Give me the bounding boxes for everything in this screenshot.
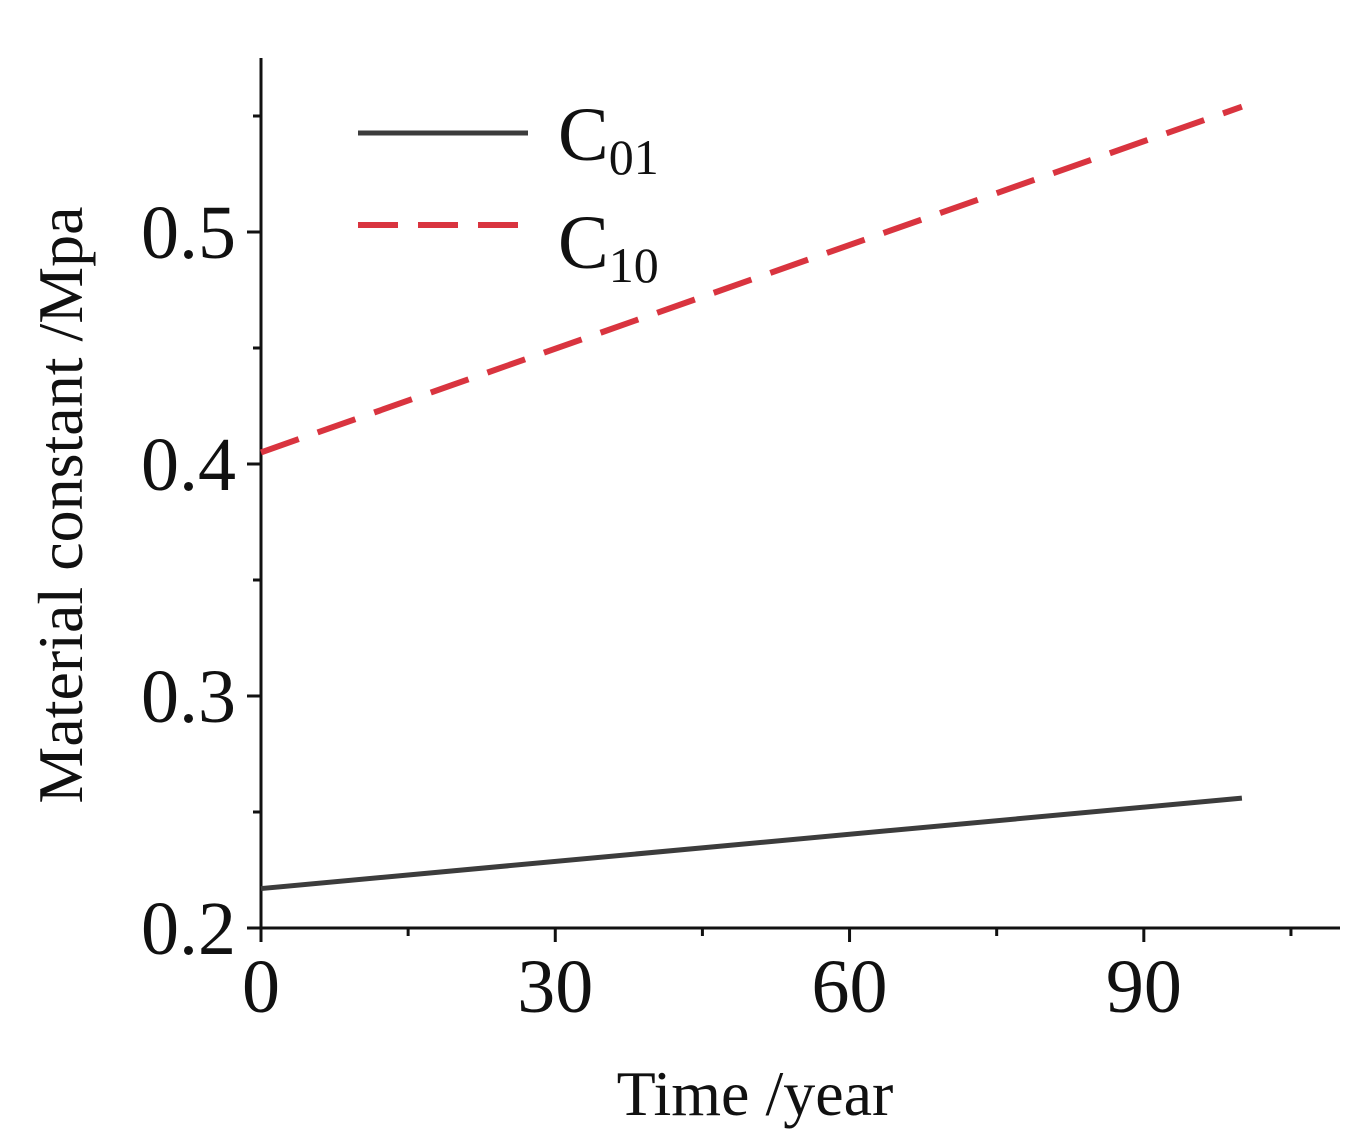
legend-label-base: C <box>558 93 609 177</box>
y-tick-label: 0.5 <box>141 191 236 275</box>
y-tick-label: 0.2 <box>141 887 236 971</box>
series-group <box>260 103 1243 892</box>
legend-label-base: C <box>558 201 609 285</box>
legend-label-subscript: 10 <box>609 237 659 293</box>
x-tick-label: 0 <box>242 945 280 1029</box>
x-axis-title: Time /year <box>617 1058 894 1129</box>
y-tick-label: 0.4 <box>141 423 236 507</box>
legend-label-c01: C01 <box>558 93 659 185</box>
legend-label-c10: C10 <box>558 201 659 293</box>
y-tick-label: 0.3 <box>141 655 236 739</box>
y-axis-title: Material constant /Mpa <box>25 206 96 803</box>
x-tick-label: 90 <box>1106 945 1182 1029</box>
legend-label-subscript: 01 <box>609 129 659 185</box>
axes: 0 30 60 90 0.2 0.3 0.4 0.5 <box>141 58 1340 1029</box>
series-line-c01 <box>260 795 1243 892</box>
series-line-c10 <box>260 103 1243 456</box>
x-tick-label: 30 <box>517 945 593 1029</box>
x-tick-label: 60 <box>812 945 888 1029</box>
